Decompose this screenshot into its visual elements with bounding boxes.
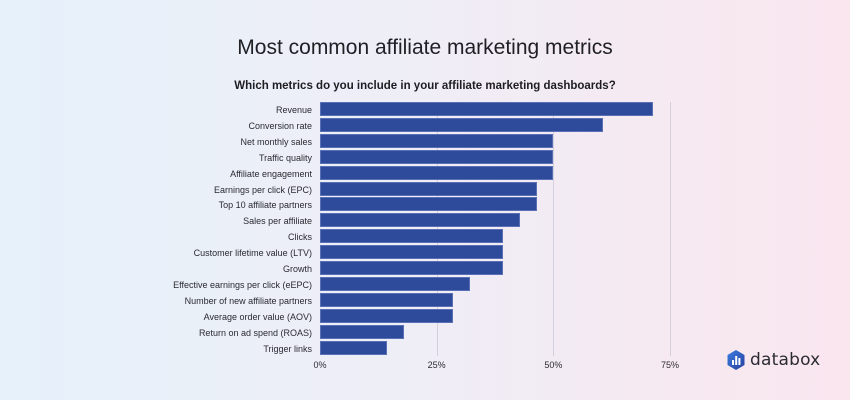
bar <box>320 149 554 164</box>
category-label: Effective earnings per click (eEPC) <box>173 279 312 290</box>
logo-text: databox <box>750 350 821 370</box>
gridline <box>670 102 671 356</box>
x-tick-label: 50% <box>544 360 563 370</box>
bar <box>320 229 504 244</box>
databox-logo: databox <box>727 350 820 370</box>
bar-row: Net monthly sales <box>0 133 680 150</box>
bar <box>320 102 654 116</box>
bar-row: Conversion rate <box>0 117 680 134</box>
bar <box>320 245 504 260</box>
bar-row: Average order value (AOV) <box>0 308 680 325</box>
bar <box>320 197 537 212</box>
bar-row: Number of new affiliate partners <box>0 292 680 309</box>
category-label: Trigger links <box>263 343 312 354</box>
category-label: Conversion rate <box>248 120 312 131</box>
bar <box>320 181 537 196</box>
bar <box>320 308 454 323</box>
bar <box>320 261 504 275</box>
bar <box>320 165 554 180</box>
x-tick-label: 0% <box>313 360 327 370</box>
bar-row: Revenue <box>0 102 680 118</box>
category-label: Sales per affiliate <box>243 216 312 227</box>
category-label: Customer lifetime value (LTV) <box>193 248 312 259</box>
bar-chart-plot-area: Revenue Conversion rate Net monthly sales T… <box>173 102 680 356</box>
bar-row: Growth <box>0 261 680 277</box>
databox-hexagon-chart-icon <box>727 350 745 370</box>
bar <box>320 213 521 228</box>
x-tick-label: 25% <box>427 360 446 370</box>
category-label: Top 10 affiliate partners <box>218 200 312 211</box>
category-label: Number of new affiliate partners <box>184 295 312 306</box>
chart-title: Most common affiliate marketing metrics <box>237 36 613 59</box>
gridline <box>553 102 555 356</box>
gridline <box>436 102 438 356</box>
category-label: Revenue <box>275 105 312 115</box>
bar-row: Effective earnings per click (eEPC) <box>0 276 680 293</box>
category-label: Traffic quality <box>258 152 312 163</box>
bar-row: Clicks <box>0 229 680 245</box>
bar-row: Trigger links <box>0 340 680 357</box>
bar-row: Affiliate engagement <box>0 165 680 182</box>
bar-row: Return on ad spend (ROAS) <box>0 324 680 341</box>
category-label: Growth <box>282 264 312 274</box>
category-label: Clicks <box>288 232 312 243</box>
category-label: Return on ad spend (ROAS) <box>198 327 312 338</box>
x-tick-label: 75% <box>660 360 680 370</box>
bar-row: Top 10 affiliate partners <box>0 197 680 213</box>
category-label: Affiliate engagement <box>230 168 312 179</box>
category-label: Average order value (AOV) <box>203 311 312 322</box>
bar <box>320 133 554 148</box>
bar <box>320 117 604 132</box>
category-label: Earnings per click (EPC) <box>213 184 312 195</box>
chart-subtitle: Which metrics do you include in your aff… <box>234 80 616 92</box>
bar-row: Traffic quality <box>0 149 680 166</box>
bar <box>320 276 470 291</box>
bar-row: Sales per affiliate <box>0 213 680 229</box>
category-label: Net monthly sales <box>240 136 312 147</box>
bar-row: Customer lifetime value (LTV) <box>0 245 680 261</box>
bar <box>320 324 404 339</box>
bar <box>320 340 387 355</box>
bar-row: Earnings per click (EPC) <box>0 181 680 198</box>
bar <box>320 292 454 307</box>
